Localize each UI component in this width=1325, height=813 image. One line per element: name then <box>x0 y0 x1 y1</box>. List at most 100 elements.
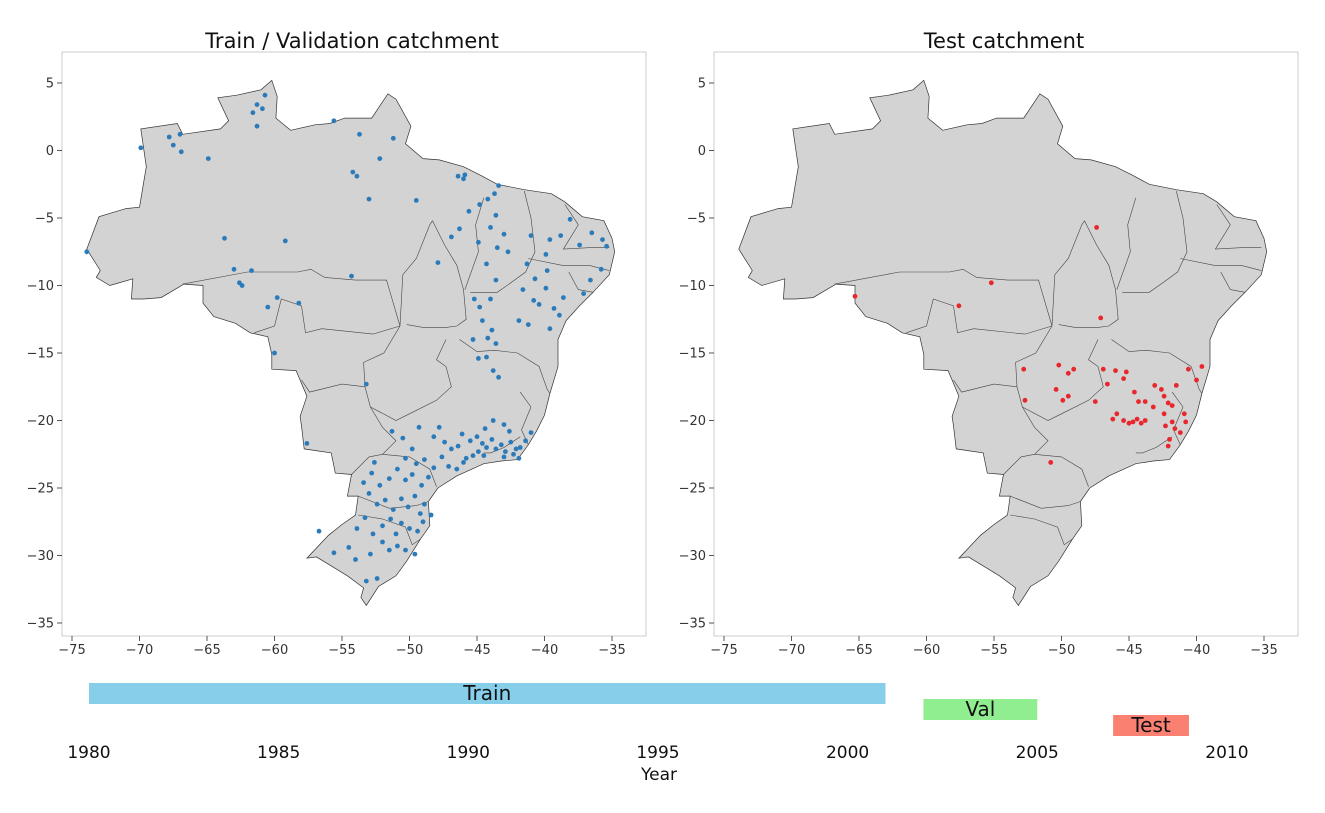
x-tick-label: −45 <box>463 643 490 658</box>
map-title: Test catchment <box>923 29 1084 53</box>
year-tick-label: 2000 <box>826 743 869 763</box>
catchment-dot <box>416 424 422 430</box>
catchment-dot <box>852 293 858 299</box>
y-axis-ticks: 5 0 −5 −10 −15 −20 −25 −30 −35 <box>27 77 62 632</box>
y-tick-label: −10 <box>679 279 706 294</box>
x-tick-label: −35 <box>598 643 625 658</box>
catchment-dot <box>493 212 499 218</box>
catchment-dot <box>262 92 268 98</box>
y-tick-label: −30 <box>679 549 706 564</box>
catchment-dot <box>567 216 573 222</box>
x-tick-label: −60 <box>913 643 940 658</box>
catchment-dot <box>354 526 360 531</box>
period-timeline: Train Val Test 1980 1985 1990 1995 2000 2005 201… <box>67 681 1248 785</box>
y-axis-ticks: 5 0 −5 −10 −15 −20 −25 −30 −35 <box>679 77 714 632</box>
catchment-dot <box>419 482 424 488</box>
state-border <box>363 325 401 408</box>
brazil-landmass <box>738 79 1268 607</box>
catchment-dot <box>395 543 400 549</box>
state-border <box>182 268 325 285</box>
catchment-dot <box>1159 387 1164 392</box>
catchment-dot <box>484 261 489 267</box>
x-tick-label: −70 <box>126 643 153 658</box>
catchment-dot <box>496 183 501 189</box>
catchment-dot <box>361 480 366 485</box>
year-tick-label: 2010 <box>1205 743 1248 763</box>
catchment-points <box>84 92 609 584</box>
catchment-dot <box>350 169 356 175</box>
catchment-dot <box>496 374 501 380</box>
x-tick-label: −75 <box>710 643 737 658</box>
catchment-dot <box>393 531 399 537</box>
catchment-dot <box>551 306 557 311</box>
state-border <box>406 220 467 328</box>
catchment-dot <box>1161 393 1167 399</box>
state-border <box>568 271 594 293</box>
catchment-dot <box>547 326 553 332</box>
catchment-dot <box>467 438 473 444</box>
state-border <box>464 197 485 290</box>
catchment-dot <box>462 172 468 178</box>
catchment-dot <box>395 466 400 472</box>
catchment-dot <box>170 142 176 148</box>
catchment-dot <box>1065 370 1071 376</box>
catchment-dot <box>520 287 526 292</box>
period-bar-train <box>89 683 886 704</box>
state-borders <box>834 190 1262 546</box>
catchment-dot <box>331 550 337 556</box>
catchment-dot <box>282 238 288 244</box>
x-tick-label: −70 <box>778 643 805 658</box>
catchment-dot <box>403 477 408 483</box>
catchment-dot <box>536 302 542 307</box>
catchment-dot <box>1056 362 1062 368</box>
catchment-dot <box>1130 419 1136 425</box>
catchment-dot <box>420 519 426 525</box>
catchment-dot <box>558 233 564 239</box>
catchment-dot <box>470 453 476 458</box>
x-tick-label: −40 <box>531 643 558 658</box>
state-border <box>953 379 1018 393</box>
catchment-dot <box>484 445 489 450</box>
catchment-dot <box>1134 416 1140 422</box>
catchment-dot <box>470 337 476 342</box>
state-border <box>1116 197 1137 290</box>
catchment-dot <box>501 231 507 237</box>
catchment-dot <box>254 123 260 129</box>
catchment-dot <box>265 304 271 310</box>
y-tick-label: −30 <box>27 549 54 564</box>
catchment-dot <box>1142 418 1148 423</box>
catchment-dot <box>1172 426 1178 431</box>
year-tick-label: 1980 <box>67 743 110 763</box>
catchment-dot <box>409 472 415 477</box>
state-border <box>1034 454 1089 487</box>
catchment-dot <box>505 249 511 255</box>
map-title: Train / Validation catchment <box>204 29 499 53</box>
catchment-dot <box>532 276 538 282</box>
x-tick-label: −35 <box>1250 643 1277 658</box>
state-border <box>1171 391 1184 445</box>
catchment-dot <box>492 191 497 197</box>
catchment-dot <box>455 443 461 449</box>
catchment-dot <box>476 356 481 361</box>
catchment-dot <box>369 470 375 476</box>
state-border <box>324 220 433 327</box>
state-borders <box>182 190 610 546</box>
state-border <box>519 391 532 445</box>
catchment-dot <box>412 493 418 499</box>
catchment-dot <box>489 437 495 442</box>
catchment-dot <box>493 341 499 346</box>
catchment-dot <box>1114 411 1120 417</box>
catchment-dot <box>260 106 265 112</box>
catchment-dot <box>461 460 466 465</box>
period-label: Train <box>462 681 511 705</box>
catchment-dot <box>480 318 485 323</box>
catchment-dot <box>1163 423 1168 429</box>
catchment-dot <box>1121 418 1126 423</box>
state-border <box>1135 436 1173 454</box>
y-tick-label: −15 <box>27 347 54 362</box>
state-border <box>1058 220 1119 328</box>
catchment-dot <box>250 110 256 116</box>
catchment-dot <box>354 173 360 179</box>
catchment-dot <box>516 318 522 323</box>
